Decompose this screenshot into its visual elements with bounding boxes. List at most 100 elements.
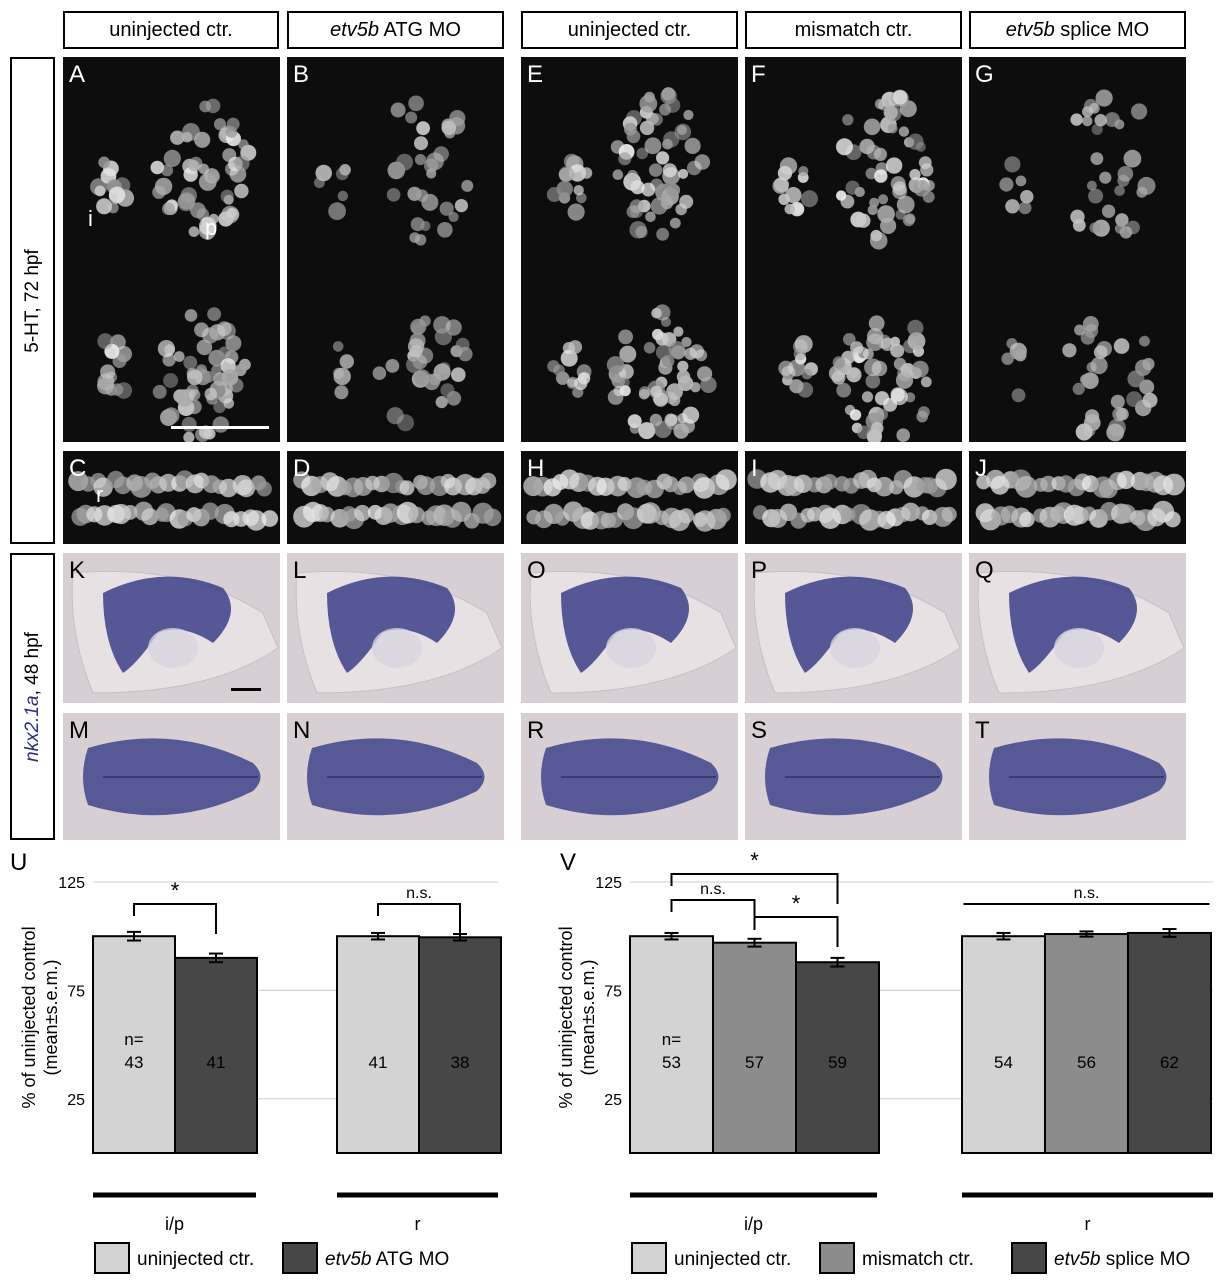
neuron-mark — [339, 164, 351, 176]
neuron-mark — [832, 356, 846, 369]
neuron-mark — [935, 468, 957, 491]
neuron-mark — [225, 126, 238, 138]
expression-domain — [561, 576, 689, 673]
chart-v: V 25 75 125 % of uninjected control (mean±s.e… — [556, 848, 1213, 1274]
neuron-mark — [446, 391, 462, 406]
bar — [174, 956, 258, 1154]
bar — [418, 936, 502, 1154]
neuron-mark — [234, 364, 247, 377]
neuron-mark — [406, 356, 423, 374]
neuron-mark — [458, 346, 473, 362]
panel-letter: F — [751, 61, 766, 88]
neuron-mark — [619, 345, 637, 363]
neuron-mark — [801, 368, 813, 380]
neuron-mark — [332, 341, 344, 352]
panel-letter: R — [527, 717, 545, 744]
panel-letter: H — [527, 455, 545, 482]
neuron-mark — [1080, 374, 1091, 385]
neuron-mark — [574, 376, 588, 390]
neuron-mark — [568, 340, 583, 354]
neuron-mark — [846, 367, 862, 383]
neuron-mark — [163, 407, 180, 424]
panel-image — [68, 470, 279, 531]
neuron-mark — [396, 153, 413, 171]
neuron-mark — [1086, 180, 1097, 191]
significance-label: * — [792, 891, 801, 916]
panel-i: I — [745, 451, 962, 544]
unstained-region — [372, 628, 422, 668]
neuron-mark — [885, 157, 903, 174]
panel-q: Q — [969, 553, 1186, 703]
neuron-mark — [433, 146, 449, 162]
neuron-mark — [560, 349, 578, 367]
neuron-mark — [619, 376, 630, 388]
neuron-mark — [836, 138, 853, 156]
neuron-mark — [684, 347, 697, 360]
neuron-mark — [385, 359, 400, 373]
neuron-mark — [225, 335, 242, 352]
neuron-mark — [904, 213, 916, 224]
neuron-mark — [694, 154, 711, 170]
neuron-mark — [547, 360, 560, 373]
neuron-mark — [618, 152, 632, 166]
neuron-mark — [261, 510, 279, 527]
neuron-mark — [901, 502, 920, 522]
neuron-mark — [399, 480, 415, 496]
neuron-mark — [437, 222, 453, 238]
neuron-mark — [1004, 156, 1021, 173]
column-header-atg-mo: etv5b ATG MO — [287, 11, 504, 49]
legend-swatch — [94, 1242, 130, 1274]
n-prefix-label: n= — [124, 1030, 143, 1049]
neuron-mark — [198, 163, 209, 175]
neuron-mark — [238, 139, 249, 150]
scale-bar — [231, 688, 261, 691]
neuron-mark — [898, 126, 910, 137]
n-count-label: 43 — [125, 1053, 144, 1072]
neuron-mark — [643, 342, 656, 354]
legend-swatch — [1011, 1242, 1047, 1274]
side-label-5ht: 5-HT, 72 hpf — [10, 57, 55, 544]
neuron-mark — [697, 366, 713, 382]
neuron-mark — [372, 366, 387, 381]
neuron-mark — [208, 349, 226, 367]
bar — [92, 935, 176, 1154]
n-count-label: 62 — [1160, 1053, 1179, 1072]
neuron-mark — [97, 333, 114, 350]
label-i: i — [88, 206, 93, 231]
neuron-mark — [416, 476, 436, 496]
neuron-mark — [205, 98, 221, 114]
significance-label: n.s. — [1074, 885, 1100, 902]
neuron-mark — [918, 406, 930, 418]
neuron-mark — [1127, 370, 1145, 388]
group-label: r — [1085, 1214, 1091, 1234]
neuron-mark — [677, 375, 694, 391]
neuron-mark — [793, 348, 806, 361]
neuron-mark — [874, 476, 894, 497]
legend-swatch — [282, 1242, 318, 1274]
neuron-mark — [911, 360, 929, 378]
neuron-mark — [857, 425, 871, 440]
neuron-mark — [715, 507, 731, 523]
neuron-mark — [1106, 423, 1125, 442]
panel-g: G — [969, 57, 1186, 442]
neuron-mark — [204, 387, 218, 401]
neuron-mark — [1142, 392, 1158, 408]
neuron-mark — [189, 389, 201, 401]
neuron-mark — [778, 360, 794, 376]
neuron-mark — [1163, 473, 1185, 496]
neuron-mark — [201, 502, 219, 520]
y-tick-label: 75 — [604, 983, 622, 1000]
expression-domain — [1009, 576, 1137, 673]
neuron-mark — [1117, 166, 1134, 182]
panel-f: F — [745, 57, 962, 442]
neuron-mark — [867, 204, 878, 216]
neuron-mark — [920, 376, 932, 388]
neuron-mark — [245, 510, 267, 531]
neuron-mark — [1112, 407, 1127, 422]
neuron-mark — [618, 329, 633, 345]
neuron-mark — [850, 341, 864, 355]
panel-image — [90, 98, 269, 442]
panel-image — [772, 89, 935, 442]
neuron-mark — [141, 508, 159, 526]
panel-h: H — [521, 451, 738, 544]
